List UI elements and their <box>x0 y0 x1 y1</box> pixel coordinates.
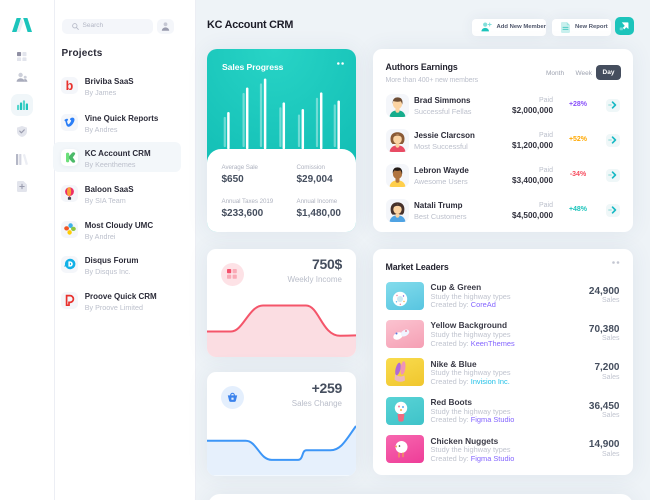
svg-text:b: b <box>66 79 74 91</box>
